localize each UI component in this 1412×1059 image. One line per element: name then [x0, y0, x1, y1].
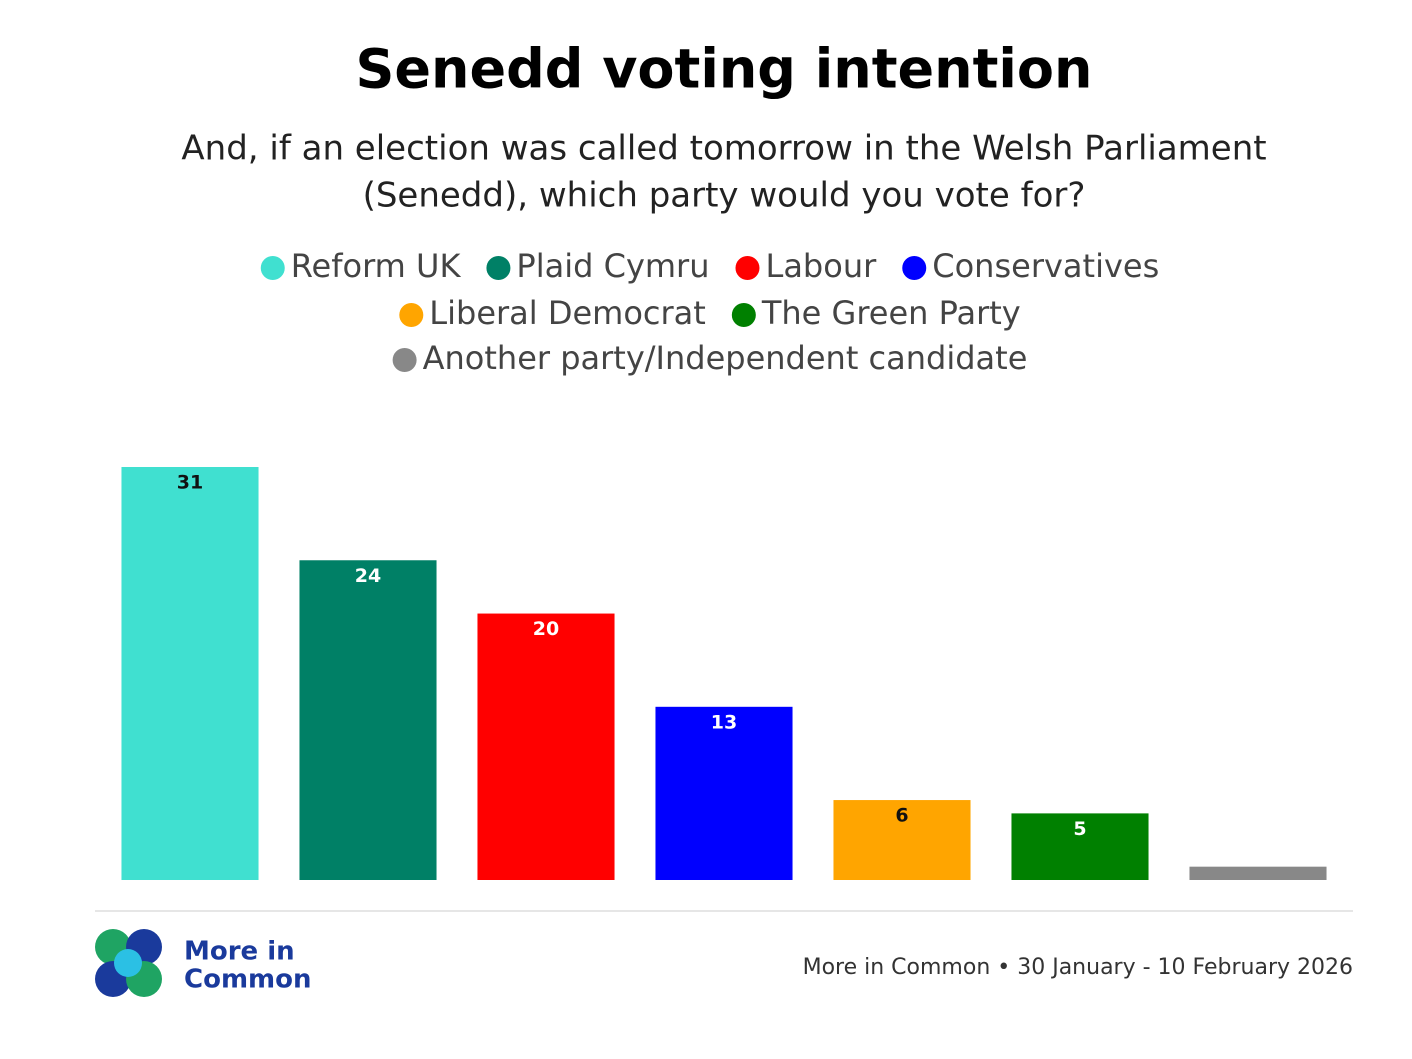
legend-swatch — [392, 348, 417, 372]
legend-swatch — [260, 256, 285, 280]
legend-label: Conservatives — [932, 247, 1159, 285]
legend-swatch — [399, 303, 424, 327]
legend-label: Plaid Cymru — [516, 247, 709, 285]
bar — [1011, 813, 1149, 880]
bar — [1189, 866, 1327, 880]
source: More in Common • 30 January - 10 Februar… — [803, 955, 1353, 980]
legend-swatch — [731, 303, 756, 327]
legend-row: Another party/Independent candidate — [392, 339, 1028, 377]
bar — [655, 706, 793, 880]
bar — [477, 613, 615, 880]
value-label: 24 — [355, 565, 381, 587]
legend-label: The Green Party — [761, 294, 1021, 332]
legend-row: Reform UK Plaid Cymru Labour Conservatives — [260, 247, 1159, 285]
chart-subtitle: (Senedd), which party would you vote for… — [363, 176, 1086, 216]
bar — [121, 467, 259, 880]
logo-text: Common — [184, 965, 312, 995]
value-label: 31 — [177, 472, 203, 494]
legend-label: Liberal Democrat — [429, 294, 706, 332]
legend-label: Labour — [765, 247, 877, 285]
bar — [299, 560, 437, 880]
value-label: 20 — [533, 618, 559, 640]
legend-label: Another party/Independent candidate — [423, 339, 1028, 377]
legend-row: Liberal Democrat The Green Party — [399, 294, 1021, 332]
chart-title: Senedd voting intention — [356, 38, 1093, 101]
value-label: 5 — [1073, 818, 1086, 840]
legend-swatch — [735, 256, 760, 280]
value-label: 13 — [711, 711, 737, 733]
legend-swatch — [902, 256, 927, 280]
chart-subtitle: And, if an election was called tomorrow … — [181, 129, 1266, 169]
legend-swatch — [486, 256, 511, 280]
legend-label: Reform UK — [291, 247, 462, 285]
logo-text: More in — [184, 937, 295, 967]
bar — [833, 800, 971, 880]
value-label: 6 — [895, 805, 908, 827]
logo-icon — [95, 929, 162, 997]
